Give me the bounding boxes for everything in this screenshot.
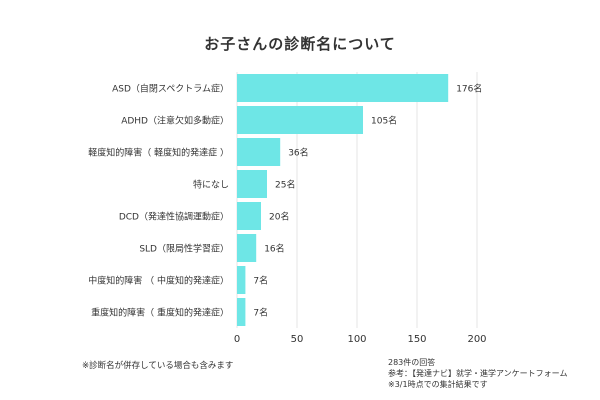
category-label: ASD（自閉スペクトラム症） <box>112 83 229 95</box>
category-label: 特になし <box>193 179 229 191</box>
chart-title: お子さんの診断名について <box>204 35 396 53</box>
x-tick-label: 150 <box>407 334 426 345</box>
bar <box>237 138 281 166</box>
category-label: ADHD（注意欠如多動症） <box>121 115 229 127</box>
category-label: 重度知的障害（ 重度知的発達症） <box>91 307 229 319</box>
bar <box>237 266 246 294</box>
value-label: 16名 <box>264 243 284 255</box>
date-note: ※3/1時点での集計結果です <box>388 380 488 389</box>
value-label: 20名 <box>269 211 289 223</box>
x-tick-label: 0 <box>234 334 240 345</box>
responses-count: 283件の回答 <box>388 358 436 367</box>
category-label: DCD（発達性協調運動症） <box>119 211 229 223</box>
value-label: 25名 <box>275 179 295 191</box>
value-label: 105名 <box>371 115 397 127</box>
source-notes: 283件の回答 参考：【発達ナビ】就学・進学アンケートフォーム ※3/1時点での… <box>388 357 567 390</box>
bar <box>237 202 261 230</box>
footnote-coexisting: ※診断名が併存している場合も含みます <box>82 361 234 371</box>
value-label: 7名 <box>253 307 268 319</box>
value-label: 176名 <box>456 83 482 95</box>
category-label: 中度知的障害 （ 中度知的発達症） <box>88 275 229 287</box>
source-reference: 参考：【発達ナビ】就学・進学アンケートフォーム <box>388 369 568 378</box>
value-label: 7名 <box>253 275 268 287</box>
bar <box>237 74 449 102</box>
bar <box>237 170 267 198</box>
x-tick-label: 100 <box>347 334 366 345</box>
x-tick-label: 200 <box>467 334 486 345</box>
bar <box>237 234 257 262</box>
bar <box>237 106 363 134</box>
category-label: SLD（限局性学習症） <box>139 243 229 255</box>
value-label: 36名 <box>288 147 308 159</box>
category-label: 軽度知的障害（ 軽度知的発達症 ） <box>88 147 229 159</box>
bar <box>237 298 246 326</box>
x-tick-label: 50 <box>291 334 304 345</box>
